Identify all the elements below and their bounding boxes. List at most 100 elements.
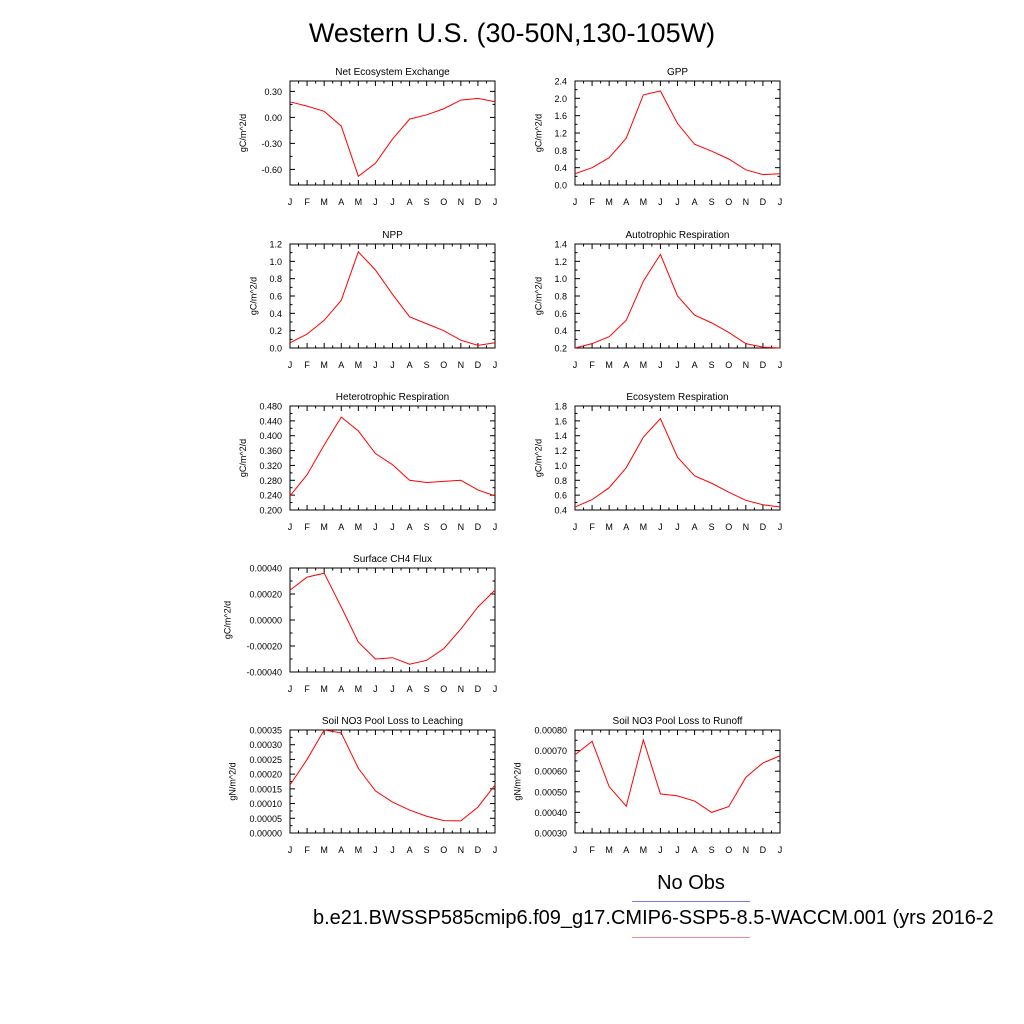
x-tick-label: M [640, 197, 648, 207]
plot-frame [289, 567, 496, 673]
x-tick-label: A [407, 845, 413, 855]
x-tick-label: O [725, 197, 732, 207]
x-tick-label: J [658, 522, 663, 532]
panel-title: NPP [382, 230, 403, 241]
y-tick-label: 1.2 [554, 446, 567, 456]
y-tick-label: 0.8 [554, 292, 567, 302]
x-tick-label: S [709, 197, 715, 207]
x-tick-label: J [573, 360, 578, 370]
x-tick-label: M [320, 197, 328, 207]
y-axis-label: gC/m^2/d [533, 277, 543, 315]
y-tick-label: 0.00030 [249, 740, 282, 750]
panel-title: Net Ecosystem Exchange [335, 67, 450, 78]
y-tick-label: 1.6 [554, 416, 567, 426]
x-tick-label: J [493, 522, 498, 532]
y-tick-label: 0.480 [259, 402, 282, 412]
x-tick-label: O [440, 360, 447, 370]
x-tick-label: J [658, 845, 663, 855]
x-tick-label: J [373, 522, 378, 532]
x-tick-label: J [390, 522, 395, 532]
x-tick-label: J [573, 197, 578, 207]
x-tick-label: F [589, 197, 595, 207]
y-tick-label: 0.6 [269, 292, 282, 302]
x-tick-label: N [743, 360, 750, 370]
y-tick-label: 1.4 [554, 240, 567, 250]
y-tick-label: 0.280 [259, 476, 282, 486]
x-tick-label: A [338, 360, 344, 370]
x-tick-label: J [778, 845, 783, 855]
y-tick-label: -0.60 [261, 165, 282, 175]
x-tick-label: F [304, 197, 310, 207]
x-tick-label: N [743, 522, 750, 532]
x-tick-label: J [573, 845, 578, 855]
x-tick-label: A [623, 522, 629, 532]
x-tick-label: A [338, 522, 344, 532]
y-tick-label: 0.00020 [249, 770, 282, 780]
x-tick-label: A [623, 197, 629, 207]
x-tick-label: F [589, 360, 595, 370]
x-tick-label: J [493, 360, 498, 370]
y-tick-label: -0.00040 [246, 668, 282, 678]
y-tick-label: 0.00005 [249, 814, 282, 824]
y-tick-label: 0.360 [259, 446, 282, 456]
y-tick-label: 0.6 [554, 491, 567, 501]
x-tick-label: A [692, 522, 698, 532]
x-tick-label: N [458, 845, 465, 855]
x-tick-label: J [675, 845, 680, 855]
x-tick-label: D [475, 360, 482, 370]
x-tick-label: A [407, 197, 413, 207]
y-tick-label: 0.4 [554, 326, 567, 336]
y-tick-label: 0.0 [269, 344, 282, 354]
x-tick-label: M [605, 360, 613, 370]
y-tick-label: 0.00030 [534, 829, 567, 839]
x-tick-label: D [475, 845, 482, 855]
panel-title: GPP [667, 67, 688, 78]
x-tick-label: A [407, 360, 413, 370]
plot-frame [574, 405, 781, 511]
x-tick-label: S [709, 845, 715, 855]
y-tick-label: -0.30 [261, 139, 282, 149]
x-tick-label: M [640, 522, 648, 532]
x-tick-label: J [373, 360, 378, 370]
x-tick-label: S [424, 684, 430, 694]
x-tick-label: J [288, 197, 293, 207]
y-tick-label: 0.4 [554, 163, 567, 173]
panel-title: Heterotrophic Respiration [336, 392, 449, 403]
y-tick-label: 1.0 [554, 461, 567, 471]
plot-frame [574, 80, 781, 186]
plot-frame [574, 729, 781, 834]
x-tick-label: J [493, 684, 498, 694]
y-axis-label: gC/m^2/d [533, 114, 543, 152]
y-tick-label: 0.2 [269, 326, 282, 336]
x-tick-label: A [338, 197, 344, 207]
x-tick-label: M [355, 845, 363, 855]
x-tick-label: D [760, 522, 767, 532]
x-tick-label: J [675, 360, 680, 370]
series-line [289, 97, 496, 178]
x-tick-label: D [475, 684, 482, 694]
y-tick-label: 0.00020 [249, 590, 282, 600]
y-tick-label: 0.8 [554, 146, 567, 156]
y-tick-label: 1.6 [554, 111, 567, 121]
y-tick-label: 0.440 [259, 416, 282, 426]
x-tick-label: M [355, 197, 363, 207]
y-axis-label: gC/m^2/d [238, 439, 248, 477]
x-tick-label: A [692, 360, 698, 370]
x-tick-label: A [623, 845, 629, 855]
y-tick-label: 1.2 [269, 240, 282, 250]
legend-case-label: b.e21.BWSSP585cmip6.f09_g17.CMIP6-SSP5-8… [313, 907, 994, 929]
y-axis-label: gC/m^2/d [533, 439, 543, 477]
panel-title: Soil NO3 Pool Loss to Runoff [613, 716, 743, 727]
x-tick-label: J [778, 522, 783, 532]
legend-obs-line [632, 901, 750, 902]
y-tick-label: 1.2 [554, 257, 567, 267]
series-line [574, 417, 781, 508]
y-tick-label: -0.00020 [246, 642, 282, 652]
x-tick-label: A [692, 845, 698, 855]
y-tick-label: 1.2 [554, 129, 567, 139]
panel-title: Autotrophic Respiration [626, 230, 730, 241]
x-tick-label: O [725, 522, 732, 532]
